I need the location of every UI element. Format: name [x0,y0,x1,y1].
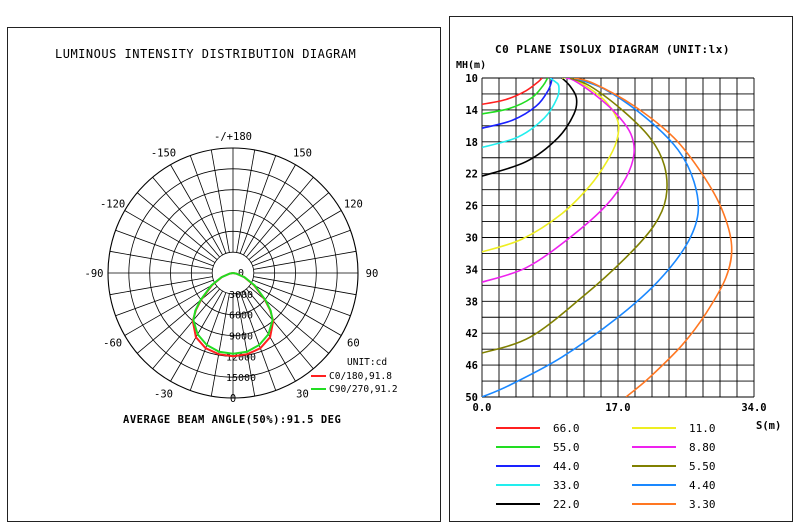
isolux-series-line [482,78,668,354]
radial-label: 12000 [226,352,256,363]
angle-label: -30 [154,388,173,400]
isolux-series-line [482,78,543,106]
y-tick-label: 18 [465,137,478,149]
isolux-series-line [482,78,560,149]
polar-spoke [210,149,230,253]
polar-spoke [239,155,277,254]
polar-spoke [252,229,351,267]
legend-label: 5.50 [689,460,716,473]
y-tick-label: 46 [465,360,478,372]
radial-label: 3000 [229,290,253,301]
polar-spoke [236,149,256,253]
polar-spoke [152,176,220,258]
legend-label: 8.80 [689,441,716,454]
polar-spoke [109,250,213,270]
x-tick-label: 0.0 [473,402,492,414]
polar-spoke [109,276,213,296]
y-tick-label: 22 [465,169,478,181]
polar-spoke [252,279,351,317]
radial-label: 6000 [229,311,253,322]
angle-label: -90 [85,268,104,280]
angle-label: -/+180 [214,131,252,143]
isolux-series-line [482,78,549,115]
legend-label: 55.0 [553,441,580,454]
isolux-series-line [482,78,636,283]
isolux-curves [482,78,733,397]
polar-spoke [253,276,357,296]
legend-label: C0/180,91.8 [329,371,392,382]
y-tick-label: 42 [465,328,478,340]
isolux-chart-title: C0 PLANE ISOLUX DIAGRAM (UNIT:lx) [495,43,731,56]
polar-spoke [250,283,342,336]
x-tick-label: 34.0 [741,402,766,414]
angle-label: 0 [230,393,236,405]
polar-spoke [253,250,357,270]
y-tick-label: 10 [465,73,478,85]
y-tick-label: 30 [465,233,478,245]
isolux-series-line [482,78,700,397]
radial-label: 15000 [226,373,256,384]
polar-spoke [246,176,314,258]
legend-label: 3.30 [689,498,716,511]
isolux-series-line [573,78,733,397]
angle-label: 60 [347,338,360,350]
radial-label: 0 [238,268,244,279]
polar-spoke [210,293,230,397]
y-tick-label: 26 [465,201,478,213]
isolux-series-line [482,78,554,129]
y-tick-label: 14 [465,105,478,117]
x-tick-label: 17.0 [605,402,630,414]
beam-angle-footer: AVERAGE BEAM ANGLE(50%):91.5 DEG [123,414,342,426]
isolux-series-line [482,78,620,253]
angle-label: 120 [344,199,363,211]
x-axis-label: S(m) [756,420,781,432]
angle-label: 90 [366,268,379,280]
polar-chart: -/+180-150 150-120 120-90 90-60 60-30 3000300… [85,131,398,405]
polar-spoke [124,283,216,336]
legend-label: 33.0 [553,479,580,492]
unit-label: UNIT:cd [347,357,387,368]
polar-spoke [189,155,227,254]
legend-label: 22.0 [553,498,580,511]
angle-label: 30 [296,388,309,400]
polar-series-line [192,272,274,355]
polar-spoke [136,192,218,260]
angle-label: -150 [151,148,176,160]
y-tick-label: 50 [465,392,478,404]
y-axis-label: MH(m) [456,60,486,71]
polar-spoke [246,288,314,370]
polar-spoke [189,292,227,391]
polar-spoke [115,229,214,267]
radial-label: 9000 [229,332,253,343]
isolux-chart-panel: C0 PLANE ISOLUX DIAGRAM (UNIT:lx) MH(m) 1… [449,16,793,522]
y-tick-label: 34 [465,264,478,276]
polar-chart-panel: LUMINOUS INTENSITY DISTRIBUTION DIAGRAM … [7,27,441,522]
legend-label: 4.40 [689,479,716,492]
angle-label: -60 [103,338,122,350]
polar-spoke [239,292,277,391]
polar-spoke [248,192,330,260]
isolux-series-line [482,78,578,177]
polar-spoke [250,210,342,263]
angle-label: 150 [293,148,312,160]
y-tick-label: 38 [465,296,478,308]
legend-label: 66.0 [553,422,580,435]
polar-spoke [170,164,223,256]
polar-spoke [115,279,214,317]
legend-label: C90/270,91.2 [329,384,398,395]
polar-spoke [243,164,296,256]
polar-spoke [124,210,216,263]
isolux-chart: MH(m) 10 14 18 22 26 30 34 38 42 46 500.0 17.0 34.0 S(… [456,60,781,511]
angle-label: -120 [100,199,125,211]
legend-label: 44.0 [553,460,580,473]
polar-chart-title: LUMINOUS INTENSITY DISTRIBUTION DIAGRAM [55,47,357,61]
legend-label: 11.0 [689,422,716,435]
polar-spoke [236,293,256,397]
polar-spoke [152,288,220,370]
